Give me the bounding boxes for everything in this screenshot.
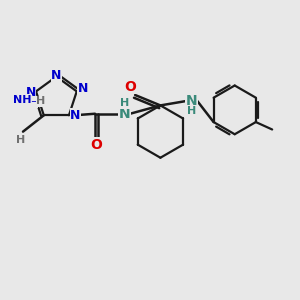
Text: H: H bbox=[120, 98, 129, 108]
Text: O: O bbox=[91, 138, 102, 152]
Text: N: N bbox=[186, 94, 198, 108]
Text: H: H bbox=[187, 106, 196, 116]
Text: N: N bbox=[78, 82, 88, 95]
Text: ─: ─ bbox=[31, 97, 37, 107]
Text: N: N bbox=[51, 70, 62, 83]
Text: H: H bbox=[37, 96, 46, 106]
Text: H: H bbox=[16, 135, 25, 145]
Text: O: O bbox=[124, 80, 136, 94]
Text: N: N bbox=[70, 109, 81, 122]
Text: NH: NH bbox=[13, 95, 31, 105]
Text: N: N bbox=[119, 107, 130, 121]
Text: N: N bbox=[26, 86, 36, 99]
